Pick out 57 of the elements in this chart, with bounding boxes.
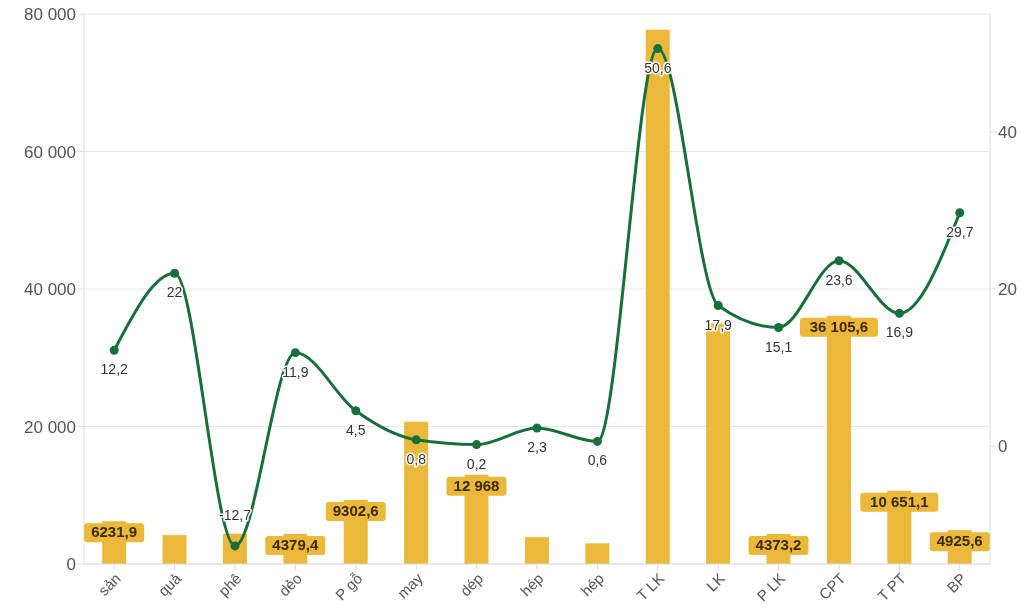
- data-label: 4925,6: [936, 532, 983, 550]
- x-tick-label: P gỗ: [331, 569, 366, 604]
- data-label: 6231,9: [91, 523, 138, 541]
- x-tick-label: P LK: [753, 569, 789, 605]
- y-tick-label: 20 000: [24, 417, 76, 437]
- point: [834, 256, 844, 266]
- point: [290, 348, 300, 358]
- data-label: 12 968: [453, 476, 500, 494]
- x-tick-label: may: [393, 569, 427, 602]
- data-label: 4,5: [346, 421, 366, 438]
- y-tick-label: 60 000: [24, 142, 76, 162]
- data-label: 12,2: [100, 361, 129, 378]
- point: [472, 440, 482, 450]
- x-tick-label: hép: [577, 569, 608, 600]
- bar: [645, 29, 670, 564]
- y2-tick-label: 40: [998, 122, 1017, 142]
- point: [653, 44, 663, 54]
- y-tick-label: 80 000: [24, 5, 76, 25]
- x-tick-label: T LK: [633, 569, 668, 604]
- data-label: 2,3: [527, 439, 547, 456]
- x-tick-label: hép: [516, 569, 547, 600]
- point: [170, 268, 180, 278]
- data-label: 0,8: [406, 450, 427, 467]
- x-tick-label: LK: [702, 569, 728, 595]
- point: [109, 345, 119, 355]
- y-tick-label: 0: [66, 555, 76, 575]
- x-tick-label: dép: [456, 569, 487, 600]
- point: [774, 323, 784, 332]
- data-label: 0,6: [587, 452, 608, 469]
- x-tick-label: T PT: [874, 569, 910, 605]
- data-label: 16,9: [885, 324, 914, 341]
- bar: [524, 537, 549, 564]
- x-tick-label: BP: [943, 569, 970, 596]
- point: [955, 208, 965, 218]
- data-label: 10 651,1: [870, 492, 929, 510]
- bar: [162, 535, 187, 564]
- point: [894, 308, 904, 318]
- data-label: 23,6: [825, 271, 853, 288]
- bar: [404, 421, 429, 564]
- x-tick-label: phê: [214, 569, 245, 600]
- bar: [585, 543, 610, 564]
- y-tick-label: 40 000: [24, 280, 76, 300]
- point: [351, 406, 361, 416]
- data-label: 0,2: [466, 455, 487, 472]
- data-label: 36 105,6: [809, 317, 869, 335]
- x-tick-label: dẻo: [275, 569, 306, 600]
- point: [713, 301, 723, 310]
- data-label: 22: [166, 284, 183, 301]
- x-tick-label: sản: [94, 569, 124, 599]
- data-label: 15,1: [764, 338, 793, 355]
- point: [532, 423, 542, 433]
- data-label: 9302,6: [332, 502, 379, 520]
- x-tick-label: quả: [154, 569, 185, 600]
- point: [592, 436, 602, 446]
- y2-tick-label: 0: [998, 437, 1008, 457]
- point: [411, 435, 421, 445]
- y2-tick-label: 20: [998, 280, 1017, 300]
